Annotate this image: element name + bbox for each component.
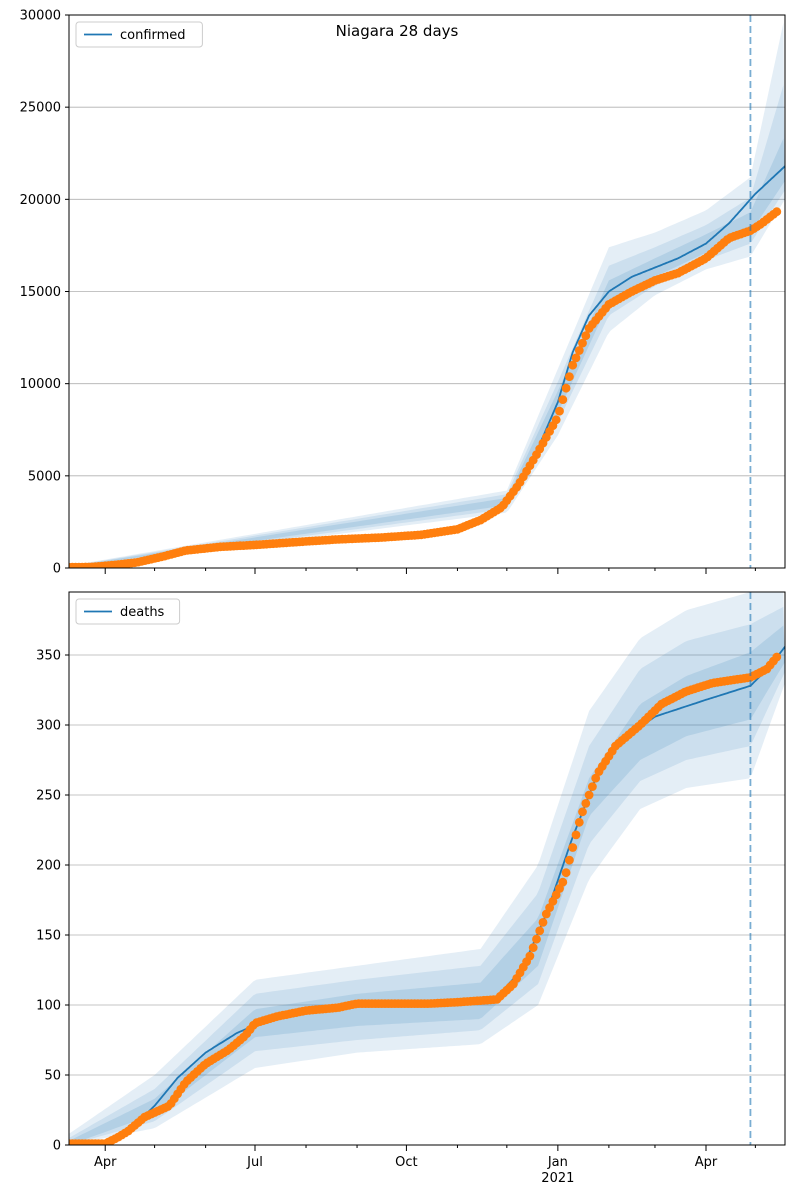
uncertainty-band-80: [69, 85, 785, 568]
y-tick-label: 20000: [20, 193, 61, 208]
y-tick-label: 350: [36, 649, 61, 664]
y-tick-label: 0: [53, 562, 61, 577]
axes-frame: [68, 591, 786, 1146]
y-tick-label: 250: [36, 789, 61, 804]
observed-point: [578, 338, 587, 348]
y-tick-label: 10000: [20, 377, 61, 392]
y-tick-label: 100: [36, 999, 61, 1014]
legend-label: deaths: [120, 605, 165, 620]
legend-box: [75, 21, 203, 48]
observed-point: [565, 372, 574, 382]
observed-point: [568, 843, 578, 852]
observed-point: [571, 830, 581, 840]
observed-point: [551, 415, 561, 425]
plot-area: [69, 22, 785, 568]
observed-point: [581, 331, 591, 341]
y-tick-label: 15000: [20, 285, 61, 300]
observed-point: [581, 799, 591, 808]
y-tick-label: 25000: [20, 101, 61, 116]
observed-point: [591, 773, 601, 783]
observed-point: [561, 383, 571, 393]
uncertainty-band-80: [69, 606, 785, 1145]
uncertainty-band-95: [69, 592, 785, 1145]
observed-point: [574, 346, 584, 355]
legend: deaths: [75, 598, 181, 625]
y-tick-label: 30000: [20, 9, 61, 24]
confirmed-panel: 0 5000 10000 15000 20000 25000 30000 confirmed: [20, 9, 786, 577]
observed-point: [558, 395, 568, 404]
observed-point: [558, 877, 568, 887]
x-tick-sublabel: 2021: [541, 1171, 574, 1186]
observed-point: [588, 782, 597, 791]
observed-point: [578, 807, 587, 817]
figure-suptitle: Niagara 28 days: [336, 22, 459, 40]
y-tick-label: 0: [53, 1139, 61, 1154]
observed-point: [772, 652, 782, 662]
legend-box: [75, 598, 181, 625]
uncertainty-band-95: [69, 22, 785, 568]
y-tick-label: 5000: [28, 469, 61, 484]
y-tick-label: 300: [36, 719, 61, 734]
y-tick-label: 200: [36, 859, 61, 874]
observed-point: [565, 855, 574, 865]
observed-point: [538, 918, 548, 927]
observed-point: [571, 353, 581, 363]
observed-point: [772, 207, 782, 217]
observed-point: [574, 817, 584, 827]
observed-point: [561, 868, 571, 878]
observed-point: [555, 406, 564, 416]
x-tick-label: Apr: [94, 1155, 117, 1170]
observed-point: [528, 943, 538, 952]
plot-area: [69, 592, 785, 1145]
observed-point: [568, 360, 578, 370]
observed-point: [532, 934, 541, 944]
observed-point: [535, 926, 545, 936]
x-tick-label: Jan: [547, 1155, 568, 1170]
uncertainty-band-50: [69, 138, 785, 567]
observed-point: [525, 951, 535, 961]
observed-point: [584, 790, 594, 800]
x-tick-label: Oct: [395, 1155, 417, 1170]
legend-label: confirmed: [120, 28, 186, 43]
x-tick-label: Jul: [246, 1155, 263, 1170]
y-tick-label: 50: [44, 1069, 61, 1084]
x-tick-label: Apr: [695, 1155, 718, 1170]
legend: confirmed: [75, 21, 203, 48]
y-tick-label: 150: [36, 929, 61, 944]
